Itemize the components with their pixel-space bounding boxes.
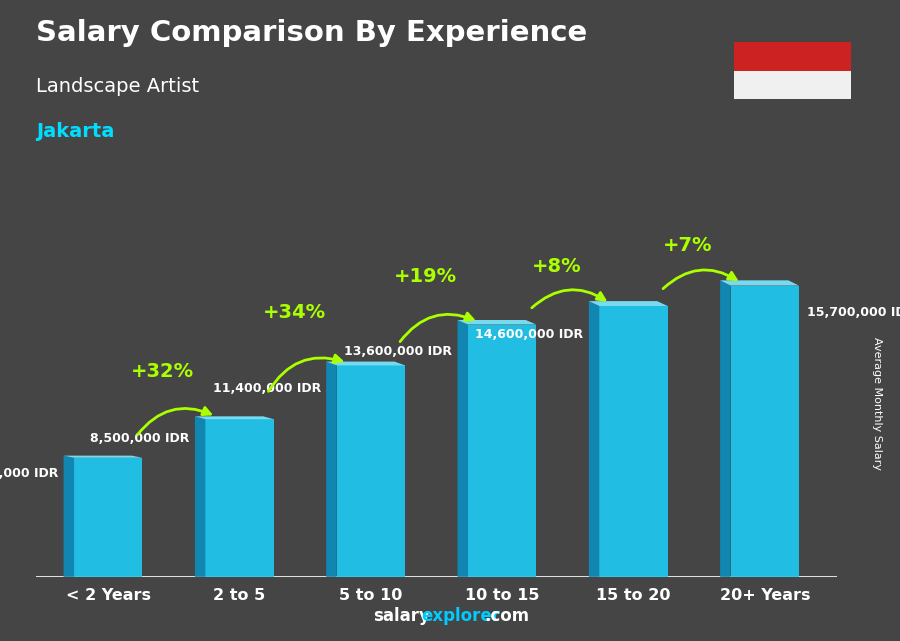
Polygon shape	[64, 456, 142, 458]
Polygon shape	[720, 280, 731, 577]
Bar	[599, 306, 668, 577]
Text: +32%: +32%	[131, 362, 194, 381]
FancyArrowPatch shape	[400, 313, 473, 342]
Polygon shape	[195, 417, 205, 577]
Polygon shape	[64, 456, 74, 577]
Text: Salary Comparison By Experience: Salary Comparison By Experience	[36, 19, 587, 47]
Text: +8%: +8%	[532, 257, 581, 276]
Text: 8,500,000 IDR: 8,500,000 IDR	[90, 432, 190, 445]
Text: 15,700,000 IDR: 15,700,000 IDR	[806, 306, 900, 319]
Text: Average Monthly Salary: Average Monthly Salary	[872, 337, 883, 470]
Text: .com: .com	[484, 607, 529, 625]
Polygon shape	[589, 301, 668, 306]
Polygon shape	[457, 320, 468, 577]
FancyArrowPatch shape	[138, 408, 211, 435]
Bar	[731, 286, 799, 577]
Polygon shape	[326, 362, 337, 577]
Text: Landscape Artist: Landscape Artist	[36, 77, 199, 96]
Text: 11,400,000 IDR: 11,400,000 IDR	[212, 382, 321, 395]
Text: +34%: +34%	[263, 303, 326, 322]
Text: Jakarta: Jakarta	[36, 122, 114, 141]
Bar	[734, 42, 850, 71]
Text: 14,600,000 IDR: 14,600,000 IDR	[475, 328, 583, 340]
Polygon shape	[195, 417, 274, 419]
Text: salary: salary	[374, 607, 430, 625]
Text: 13,600,000 IDR: 13,600,000 IDR	[345, 345, 453, 358]
Text: 6,420,000 IDR: 6,420,000 IDR	[0, 467, 58, 480]
Text: +7%: +7%	[663, 236, 713, 255]
FancyArrowPatch shape	[268, 355, 342, 392]
Bar	[337, 365, 405, 577]
FancyArrowPatch shape	[532, 290, 605, 308]
FancyArrowPatch shape	[663, 270, 736, 288]
Bar	[205, 419, 274, 577]
Text: explorer: explorer	[421, 607, 500, 625]
Polygon shape	[457, 320, 536, 324]
Bar	[74, 458, 142, 577]
Polygon shape	[589, 301, 599, 577]
Polygon shape	[720, 280, 799, 286]
Bar	[734, 71, 850, 99]
Bar	[468, 324, 536, 577]
Polygon shape	[326, 362, 405, 365]
Text: +19%: +19%	[394, 267, 457, 286]
